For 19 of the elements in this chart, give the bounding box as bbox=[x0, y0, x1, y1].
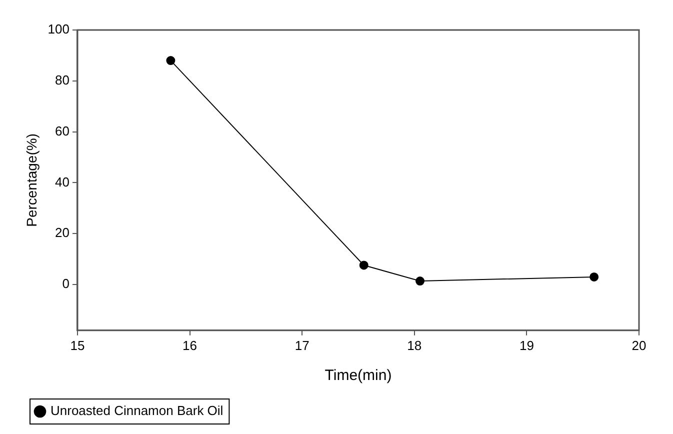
point bbox=[416, 276, 425, 286]
point bbox=[359, 260, 368, 270]
y-tick-label: 60 bbox=[55, 123, 70, 138]
point bbox=[590, 272, 599, 282]
x-tick-label: 17 bbox=[294, 338, 310, 353]
legend-label: Unroasted Cinnamon Bark Oil bbox=[50, 403, 224, 418]
x-tick-label: 19 bbox=[519, 338, 534, 353]
x-tick-label: 15 bbox=[70, 338, 85, 353]
x-axis-title: Time(min) bbox=[324, 367, 392, 384]
x-tick-label: 16 bbox=[182, 338, 198, 353]
y-tick-label: 100 bbox=[48, 22, 70, 37]
y-axis-title: Percentage(%) bbox=[23, 134, 40, 227]
y-tick-label: 40 bbox=[55, 174, 70, 190]
y-tick-label: 80 bbox=[55, 72, 70, 88]
y-tick-label: 20 bbox=[55, 225, 70, 240]
point bbox=[166, 56, 176, 66]
y-tick-label: 0 bbox=[62, 276, 70, 292]
x-tick-label: 18 bbox=[407, 338, 422, 353]
x-tick-label: 20 bbox=[632, 338, 646, 353]
